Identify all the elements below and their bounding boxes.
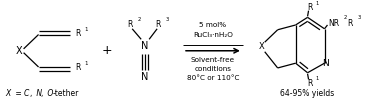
Text: R: R bbox=[347, 19, 353, 28]
Text: R: R bbox=[76, 29, 81, 38]
Text: 3: 3 bbox=[357, 15, 361, 20]
Text: 80°C or 110°C: 80°C or 110°C bbox=[187, 76, 239, 81]
Text: Solvent-free: Solvent-free bbox=[191, 57, 235, 63]
Text: 1: 1 bbox=[316, 76, 319, 81]
Text: conditions: conditions bbox=[194, 66, 231, 72]
Text: 1: 1 bbox=[84, 61, 88, 66]
Text: X: X bbox=[15, 46, 22, 56]
Text: X: X bbox=[259, 42, 265, 51]
Text: N: N bbox=[322, 59, 329, 68]
Text: 3: 3 bbox=[166, 17, 169, 22]
Text: 2: 2 bbox=[138, 17, 141, 22]
Text: R: R bbox=[307, 3, 312, 12]
Text: N: N bbox=[141, 72, 149, 82]
Text: -tether: -tether bbox=[53, 89, 79, 98]
Text: +: + bbox=[102, 44, 113, 57]
Text: R: R bbox=[307, 79, 312, 88]
Text: N: N bbox=[141, 41, 149, 51]
Text: O: O bbox=[45, 89, 53, 98]
Text: R: R bbox=[155, 20, 161, 29]
Text: 2: 2 bbox=[344, 15, 347, 20]
Text: X: X bbox=[6, 89, 11, 98]
Text: 1: 1 bbox=[84, 27, 88, 32]
Text: N: N bbox=[34, 89, 42, 98]
Text: ,: , bbox=[40, 89, 43, 98]
Text: =: = bbox=[12, 89, 24, 98]
Text: C: C bbox=[23, 89, 29, 98]
Text: NR: NR bbox=[328, 19, 339, 28]
Text: 1: 1 bbox=[316, 1, 319, 6]
Text: RuCl₃·nH₂O: RuCl₃·nH₂O bbox=[193, 32, 233, 38]
Text: ,: , bbox=[29, 89, 32, 98]
Text: 64-95% yields: 64-95% yields bbox=[280, 89, 335, 98]
Text: 5 mol%: 5 mol% bbox=[199, 22, 226, 28]
Text: R: R bbox=[76, 63, 81, 72]
Text: R: R bbox=[127, 20, 133, 29]
